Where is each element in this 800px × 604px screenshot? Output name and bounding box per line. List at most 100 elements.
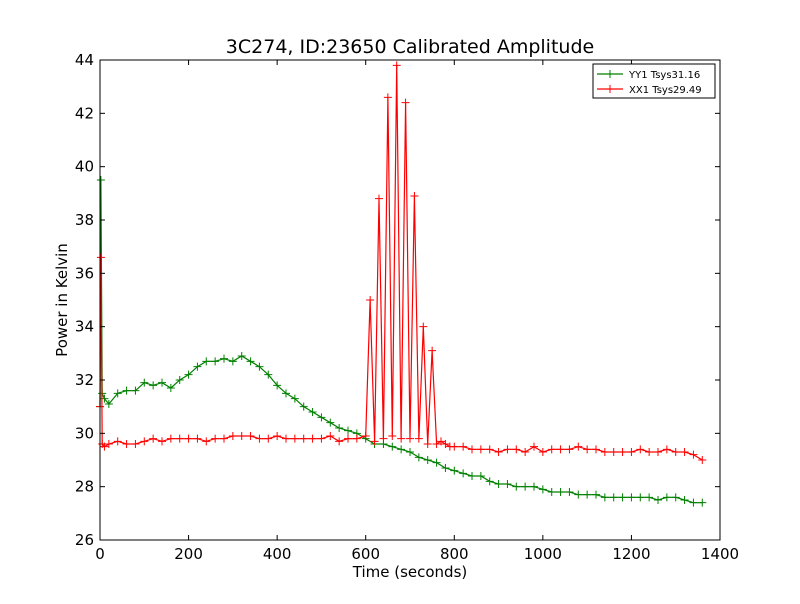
data-point (326, 432, 335, 440)
data-point (645, 448, 654, 456)
y-tick-label: 44 (75, 51, 94, 69)
data-point (140, 378, 149, 387)
data-point (627, 448, 636, 456)
data-point (636, 493, 645, 502)
data-point (485, 445, 494, 454)
data-point (556, 488, 565, 496)
data-point (96, 253, 105, 262)
data-point (468, 472, 476, 480)
data-point (158, 437, 166, 446)
data-point (149, 381, 158, 390)
data-point (654, 448, 662, 456)
legend: YY1 Tsys31.16 XX1 Tsys29.49 (592, 63, 716, 99)
data-point (388, 432, 397, 440)
data-point (698, 498, 707, 507)
data-point (397, 445, 406, 454)
data-point (476, 445, 485, 454)
data-point (308, 434, 317, 443)
data-point (113, 389, 122, 398)
data-point (264, 434, 273, 443)
x-axis-label: Time (seconds) (352, 563, 468, 581)
data-point (375, 194, 383, 203)
data-point (149, 434, 158, 443)
data-point (680, 448, 689, 456)
data-point (388, 442, 397, 451)
legend-label: YY1 Tsys31.16 (628, 70, 700, 81)
data-point (166, 434, 175, 443)
data-point (512, 482, 521, 491)
data-point (600, 493, 609, 502)
data-point (344, 434, 352, 443)
data-point (423, 440, 432, 448)
data-point (361, 432, 370, 440)
data-point (689, 498, 698, 507)
y-tick-label: 26 (75, 531, 94, 549)
data-point (290, 434, 299, 443)
data-point (166, 384, 175, 392)
data-point (556, 445, 565, 454)
data-point (494, 480, 503, 488)
data-point (220, 434, 228, 443)
data-point (228, 357, 237, 366)
series-line (99, 65, 703, 461)
y-tick-label: 42 (75, 104, 94, 122)
data-point (131, 386, 140, 395)
data-point (441, 440, 450, 448)
data-point (299, 402, 308, 411)
data-point (237, 352, 246, 360)
data-point (600, 448, 609, 456)
y-tick-label: 38 (75, 211, 94, 229)
data-point (428, 346, 437, 355)
data-point (273, 432, 282, 440)
plot-frame (99, 59, 721, 541)
x-tick-label: 600 (351, 545, 380, 563)
series-layer (96, 61, 707, 507)
data-point (450, 466, 459, 475)
chart-title: 3C274, ID:23650 Calibrated Amplitude (226, 36, 594, 58)
data-point (100, 442, 109, 451)
data-point (671, 493, 680, 502)
data-point (273, 381, 282, 390)
data-point (565, 488, 574, 496)
x-tick-label: 200 (174, 545, 203, 563)
data-point (512, 445, 521, 454)
y-tick-label: 28 (75, 478, 94, 496)
data-point (671, 448, 680, 456)
data-point (547, 445, 556, 454)
data-point (379, 434, 388, 443)
data-point (583, 445, 592, 454)
x-tick-label: 0 (95, 545, 105, 563)
data-point (352, 434, 361, 443)
data-point (485, 477, 494, 486)
data-point (113, 437, 122, 446)
data-point (175, 376, 184, 384)
data-point (175, 434, 184, 443)
data-point (264, 370, 273, 379)
data-point (104, 400, 113, 408)
data-point (503, 445, 512, 454)
x-tick-label: 400 (263, 545, 292, 563)
data-point (193, 434, 202, 443)
data-point (592, 445, 600, 454)
data-point (432, 458, 441, 467)
data-point (698, 456, 707, 464)
legend-box (592, 63, 716, 99)
data-point (299, 434, 308, 443)
data-point (131, 440, 140, 448)
data-point (689, 450, 698, 459)
data-point (627, 493, 636, 502)
data-point (202, 357, 211, 366)
data-point (494, 448, 503, 456)
data-point (521, 448, 530, 456)
data-point (521, 482, 530, 491)
data-point (211, 357, 220, 366)
data-point (406, 434, 414, 443)
data-point (140, 437, 149, 446)
data-point (680, 496, 689, 504)
x-tick-label: 800 (440, 545, 469, 563)
data-point (583, 490, 592, 499)
data-point (255, 434, 264, 443)
data-point (538, 485, 547, 494)
data-point (246, 432, 255, 440)
